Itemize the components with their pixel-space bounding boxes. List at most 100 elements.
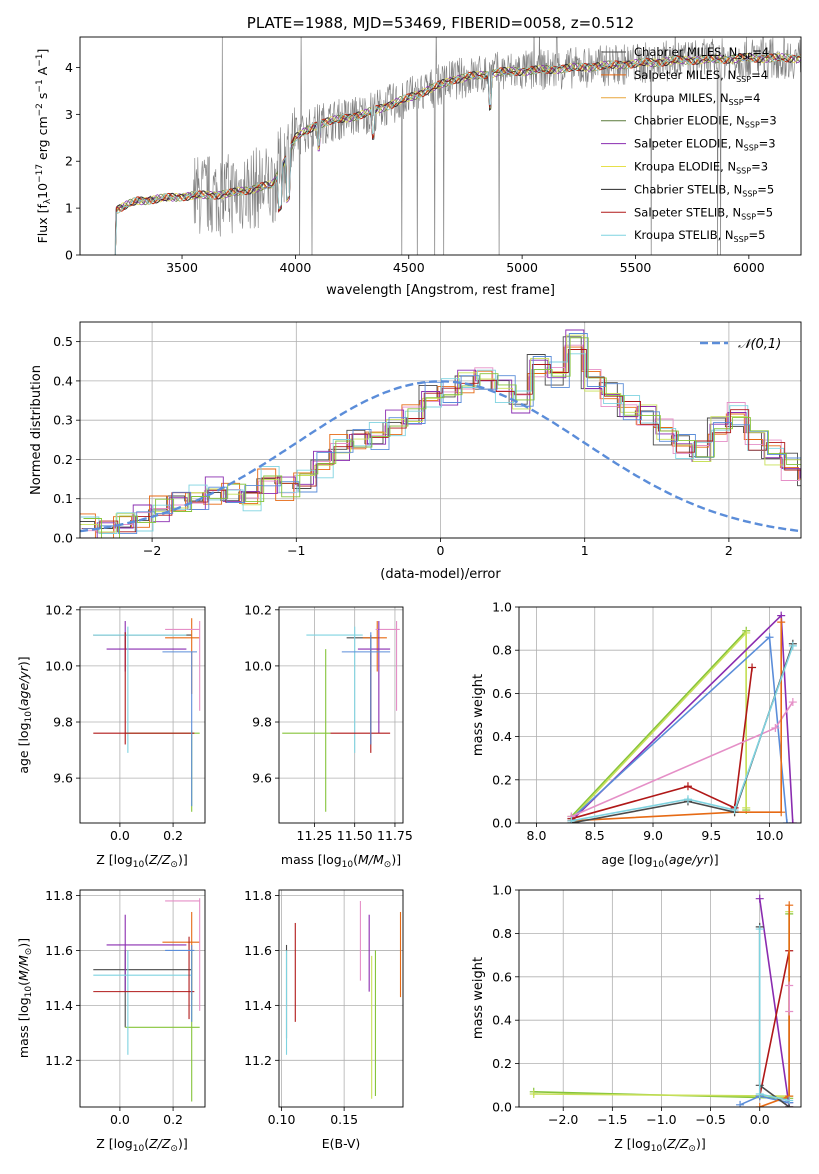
- legend-label: Chabrier STELIB, NSSP=5: [634, 182, 774, 198]
- text-run: )]: [696, 1136, 706, 1151]
- mass_vs_ebv-plot-area: [287, 901, 401, 1099]
- x-tick-label: −2.0: [548, 1112, 578, 1127]
- y-tick-label: 0.4: [492, 1013, 512, 1028]
- model-spectrum-line: [114, 54, 801, 255]
- y-tick-label: 11.2: [244, 1053, 272, 1068]
- text-run: )]: [16, 656, 31, 666]
- x-tick-label: −1.5: [597, 1112, 627, 1127]
- y-tick-label: 0.4: [492, 729, 512, 744]
- x-tick-label: 8.0: [527, 828, 547, 843]
- model-spectrum-line: [114, 54, 801, 255]
- y-tick-label: 0.3: [53, 413, 73, 428]
- text-run: Chabrier MILES, N: [634, 45, 737, 59]
- text-run: =4: [752, 45, 769, 59]
- y-tick-label: 10.2: [244, 602, 272, 617]
- x-tick-label: 11.75: [377, 828, 413, 843]
- x-tick-label: 4000: [279, 260, 311, 275]
- text-run: erg cm: [35, 116, 50, 164]
- mass-weight-marker: [756, 925, 764, 933]
- legend-label: Kroupa STELIB, NSSP=5: [634, 228, 765, 244]
- text-run: SSP: [736, 75, 751, 84]
- y-tick-label: 10.0: [244, 658, 272, 673]
- y-tick-label: 0.0: [53, 531, 73, 546]
- text-run: 10: [653, 860, 665, 870]
- legend-label: Salpeter STELIB, NSSP=5: [634, 205, 773, 221]
- age-vs-z-ylabel-group: age [log10(age/yr)]: [16, 656, 34, 773]
- y-tick-label: 0.2: [53, 452, 73, 467]
- mass-weight-marker: [789, 642, 797, 650]
- spectrum-title: PLATE=1988, MJD=53469, FIBERID=0058, z=0…: [247, 14, 634, 32]
- text-run: Z [log: [96, 1136, 132, 1151]
- text-run: SSP: [741, 212, 756, 221]
- text-run: )]: [178, 852, 188, 867]
- y-tick-label: 3: [65, 107, 73, 122]
- text-run: 10: [133, 1144, 145, 1154]
- age-vs-z-xlabel: Z [log10(Z/Z⊙)]: [96, 852, 187, 870]
- text-run: −1: [35, 54, 45, 67]
- mw-z-xlabel: Z [log10(Z/Z⊙)]: [614, 1136, 705, 1154]
- model-spectrum-line: [114, 54, 801, 255]
- x-tick-label: 5500: [620, 260, 652, 275]
- text-run: ⊙: [384, 860, 392, 870]
- age_vs_Z-plot-area: [93, 618, 199, 812]
- age_vs_Z-frame: [80, 607, 205, 823]
- y-tick-label: 1.0: [492, 883, 512, 898]
- y-tick-label: 11.6: [244, 943, 272, 958]
- histogram-legend-label: 𝒩(0,1): [738, 337, 781, 352]
- mass-weight-marker: [684, 782, 692, 790]
- text-run: 10: [35, 183, 50, 199]
- y-tick-label: 9.6: [53, 771, 73, 786]
- text-run: −1: [35, 79, 45, 92]
- text-run: Kroupa MILES, N: [634, 91, 729, 105]
- y-tick-label: 0: [65, 248, 73, 263]
- legend-label: Kroupa ELODIE, NSSP=3: [634, 160, 768, 176]
- mass-vs-z-xlabel: Z [log10(Z/Z⊙)]: [96, 1136, 187, 1154]
- x-tick-label: 3500: [166, 260, 198, 275]
- text-run: SSP: [734, 235, 749, 244]
- model-spectrum-line: [114, 54, 801, 255]
- text-run: Z/Z: [666, 1136, 689, 1151]
- y-tick-label: 11.8: [45, 888, 73, 903]
- mass-vs-z-ylabel: mass [log10(M/M⊙)]: [16, 938, 34, 1058]
- mass_vs_ebv-frame: [279, 890, 403, 1107]
- text-run: SSP: [745, 121, 760, 130]
- y-tick-label: 0.4: [53, 373, 73, 388]
- mass-weight-marker: [785, 1008, 793, 1016]
- text-run: ⊙: [688, 1144, 696, 1154]
- model-spectrum-line: [114, 54, 801, 255]
- mass-weight-marker: [736, 1101, 744, 1109]
- text-run: SSP: [729, 98, 744, 107]
- text-run: Salpeter STELIB, N: [634, 205, 741, 219]
- x-tick-label: 1: [581, 543, 589, 558]
- mass-vs-ebv-xlabel: E(B-V): [322, 1136, 361, 1151]
- text-run: age/yr: [669, 852, 710, 867]
- text-run: =3: [759, 137, 776, 151]
- text-run: =3: [751, 160, 768, 174]
- x-tick-label: 9.0: [643, 828, 663, 843]
- legend-label: Kroupa MILES, NSSP=4: [634, 91, 760, 107]
- y-tick-label: 9.6: [252, 771, 272, 786]
- mass-weight-line: [571, 646, 792, 821]
- y-tick-label: 0.1: [53, 491, 73, 506]
- x-tick-label: 4500: [393, 260, 425, 275]
- x-tick-label: 2: [725, 543, 733, 558]
- text-run: Chabrier ELODIE, N: [634, 114, 745, 128]
- y-tick-label: 9.8: [252, 715, 272, 730]
- age_vs_mass-plot-area: [282, 621, 400, 812]
- mass-weight-line: [571, 631, 746, 817]
- y-tick-label: 0.6: [492, 686, 512, 701]
- y-tick-label: 11.6: [45, 943, 73, 958]
- x-tick-label: −1: [287, 543, 305, 558]
- text-run: M/M: [358, 852, 384, 867]
- text-run: =4: [744, 91, 761, 105]
- histogram-step: [82, 350, 819, 532]
- x-tick-label: 0.0: [110, 828, 130, 843]
- y-tick-label: 0.2: [492, 1056, 512, 1071]
- x-tick-label: 11.25: [297, 828, 333, 843]
- y-tick-label: 0.5: [53, 334, 73, 349]
